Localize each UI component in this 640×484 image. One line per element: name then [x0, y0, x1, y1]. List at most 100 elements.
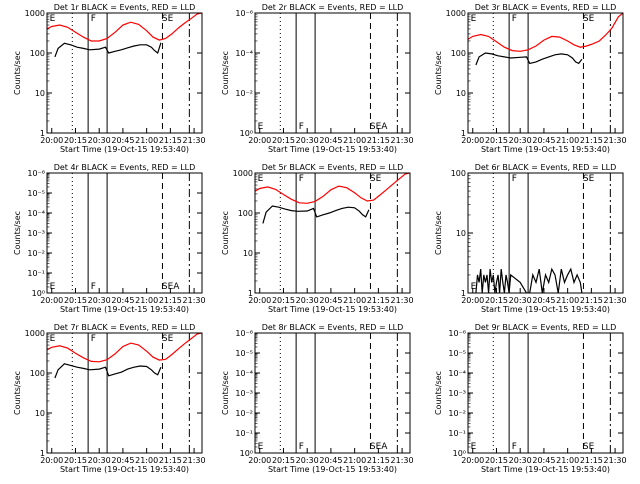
event-marker-label: SE	[162, 334, 174, 344]
events-series-line	[475, 52, 583, 66]
x-tick-label: 21:15	[367, 136, 390, 145]
x-axis-label: Start Time (19-Oct-15 19:53:40)	[268, 305, 397, 314]
plot-panel-6: Det 6r BLACK = Events, RED = LLD E F SE 1 10 1…	[434, 163, 627, 314]
event-marker-label: SE	[583, 442, 595, 452]
plot-panel-3: Det 3r BLACK = Events, RED = LLD E F SE 1 10 1…	[434, 3, 627, 154]
x-tick-label: 21:00	[343, 136, 366, 145]
y-tick-label: 10⁻⁶	[448, 329, 466, 338]
y-tick-label: 10	[456, 229, 466, 238]
event-marker-label: SE	[162, 14, 174, 24]
events-series-line	[262, 205, 370, 224]
x-tick-label: 21:00	[556, 456, 579, 465]
y-tick-label: 10⁻⁵	[235, 349, 253, 358]
x-axis-label: Start Time (19-Oct-15 19:53:40)	[481, 465, 610, 474]
plot-panel-7: Det 7r BLACK = Events, RED = LLD E F SE 1 10 1…	[13, 323, 206, 474]
y-tick-label: 10⁰	[240, 129, 253, 138]
x-tick-label: 21:15	[367, 296, 390, 305]
x-tick-label: 21:00	[556, 296, 579, 305]
event-marker-label: E	[258, 442, 264, 452]
y-tick-label: 1000	[446, 9, 466, 18]
plot-title: Det 3r BLACK = Events, RED = LLD	[475, 3, 617, 12]
x-tick-label: 20:15	[272, 136, 295, 145]
x-tick-label: 20:45	[111, 456, 134, 465]
y-tick-label: 10	[35, 89, 45, 98]
x-tick-label: 20:45	[532, 296, 555, 305]
event-marker-label: E	[471, 282, 477, 292]
plot-title: Det 8r BLACK = Events, RED = LLD	[262, 323, 404, 332]
y-tick-label: 10⁻⁵	[27, 189, 45, 198]
plot-title: Det 1r BLACK = Events, RED = LLD	[54, 3, 196, 12]
x-tick-label: 20:30	[296, 296, 319, 305]
y-axis-label: Counts/sec	[434, 211, 443, 255]
y-tick-label: 10⁰	[32, 289, 45, 298]
plot-frame	[467, 332, 624, 454]
x-tick-label: 21:30	[604, 296, 627, 305]
y-tick-label: 100	[451, 49, 466, 58]
y-tick-label: 1000	[25, 329, 45, 338]
y-tick-label: 100	[238, 209, 253, 218]
x-tick-label: 21:00	[343, 296, 366, 305]
x-tick-label: 21:00	[135, 136, 158, 145]
event-marker-label: SEA	[370, 122, 388, 132]
x-tick-label: 20:30	[296, 136, 319, 145]
x-tick-label: 20:00	[40, 296, 63, 305]
event-marker-label: F	[512, 442, 517, 452]
y-tick-label: 10⁻¹	[448, 429, 466, 438]
x-tick-label: 20:45	[319, 456, 342, 465]
event-marker-label: E	[50, 282, 56, 292]
y-tick-label: 10⁻⁴	[235, 369, 253, 378]
x-tick-label: 20:00	[40, 136, 63, 145]
lld-series-line	[47, 13, 202, 42]
event-marker-label: E	[50, 334, 56, 344]
event-marker-label: F	[91, 282, 96, 292]
plot-frame	[254, 12, 411, 134]
x-tick-label: 20:30	[296, 456, 319, 465]
event-marker-label: F	[299, 442, 304, 452]
plot-title: Det 7r BLACK = Events, RED = LLD	[54, 323, 196, 332]
y-tick-label: 10⁻⁴	[448, 369, 466, 378]
x-tick-label: 21:15	[159, 296, 182, 305]
x-tick-label: 21:00	[135, 296, 158, 305]
plot-frame	[46, 172, 203, 294]
x-tick-label: 21:30	[183, 456, 206, 465]
y-tick-label: 10⁻⁵	[448, 349, 466, 358]
events-series-line	[475, 267, 583, 293]
y-tick-label: 10⁻⁴	[235, 49, 253, 58]
x-tick-label: 20:30	[509, 456, 532, 465]
y-tick-label: 1	[461, 289, 466, 298]
x-tick-label: 21:30	[391, 456, 414, 465]
y-axis-label: Counts/sec	[434, 371, 443, 415]
x-tick-label: 20:45	[319, 136, 342, 145]
x-tick-label: 20:30	[88, 456, 111, 465]
x-tick-label: 21:15	[159, 136, 182, 145]
x-tick-label: 21:30	[604, 136, 627, 145]
y-tick-label: 10⁰	[453, 449, 466, 458]
y-axis-label: Counts/sec	[221, 371, 230, 415]
plot-title: Det 9r BLACK = Events, RED = LLD	[475, 323, 617, 332]
x-tick-label: 21:00	[343, 456, 366, 465]
event-marker-label: SEA	[370, 442, 388, 452]
x-tick-label: 20:45	[319, 296, 342, 305]
x-tick-label: 21:30	[391, 296, 414, 305]
event-marker-label: E	[258, 174, 264, 184]
x-axis-label: Start Time (19-Oct-15 19:53:40)	[60, 145, 189, 154]
y-tick-label: 10⁰	[240, 449, 253, 458]
plot-frame	[254, 172, 411, 294]
x-tick-label: 20:15	[64, 136, 87, 145]
x-tick-label: 20:15	[485, 456, 508, 465]
x-tick-label: 21:30	[183, 136, 206, 145]
y-tick-label: 10⁻³	[235, 389, 253, 398]
x-tick-label: 21:30	[183, 296, 206, 305]
event-marker-label: F	[91, 334, 96, 344]
event-marker-label: SEA	[162, 282, 180, 292]
x-tick-label: 20:45	[111, 296, 134, 305]
x-tick-label: 21:15	[580, 136, 603, 145]
y-axis-label: Counts/sec	[221, 51, 230, 95]
y-tick-label: 100	[30, 49, 45, 58]
x-tick-label: 20:15	[485, 296, 508, 305]
x-axis-label: Start Time (19-Oct-15 19:53:40)	[60, 305, 189, 314]
y-tick-label: 1	[248, 289, 253, 298]
plot-title: Det 2r BLACK = Events, RED = LLD	[262, 3, 404, 12]
